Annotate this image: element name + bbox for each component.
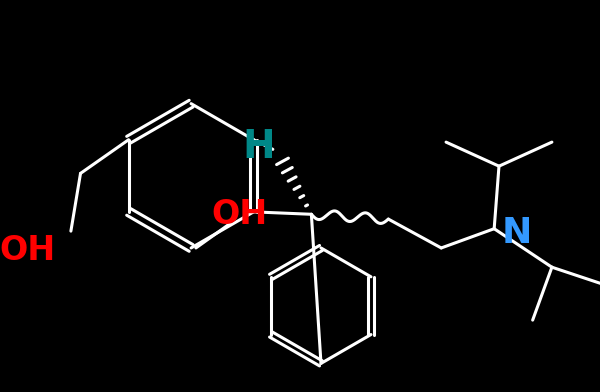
Text: N: N [502,216,532,250]
Text: H: H [242,128,275,166]
Text: OH: OH [0,234,56,267]
Text: OH: OH [211,198,268,231]
